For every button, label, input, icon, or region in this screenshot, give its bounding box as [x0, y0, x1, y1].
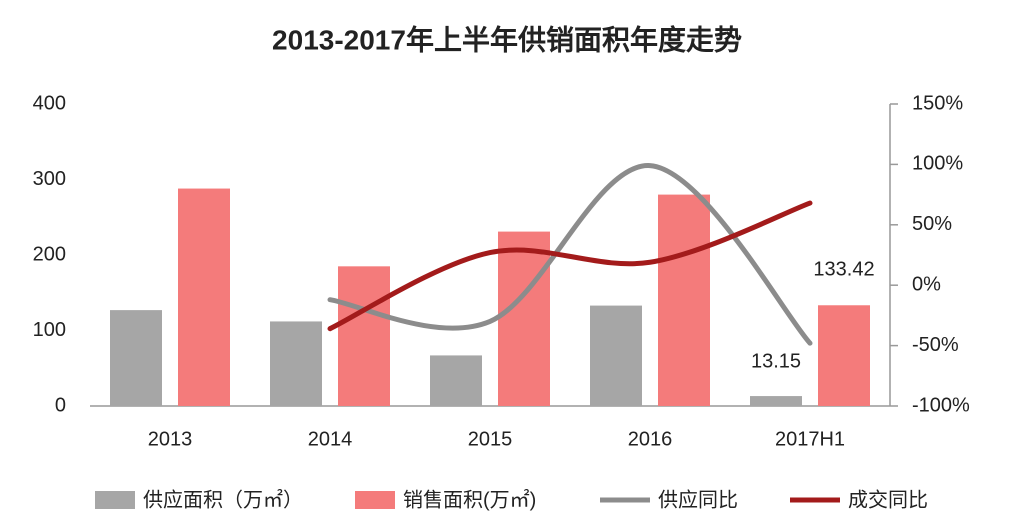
y-tick-label: 200	[33, 243, 66, 265]
y-tick-label: 0	[55, 394, 66, 416]
bar	[178, 188, 230, 406]
bar	[818, 305, 870, 406]
bar	[338, 266, 390, 406]
legend-label: 成交同比	[848, 488, 928, 511]
x-tick-label: 2016	[628, 428, 673, 450]
y2-tick-label: -50%	[912, 334, 959, 356]
bar	[270, 321, 322, 406]
bar	[658, 194, 710, 406]
data-label: 13.15	[751, 350, 801, 372]
bar	[750, 396, 802, 406]
y2-tick-label: 0%	[912, 273, 941, 295]
data-label: 133.42	[813, 258, 874, 280]
chart-title: 2013-2017年上半年供销面积年度走势	[272, 23, 742, 55]
y2-tick-label: 50%	[912, 213, 952, 235]
bar	[498, 231, 550, 406]
x-tick-label: 2013	[148, 428, 193, 450]
legend-swatch	[355, 491, 395, 509]
x-tick-label: 2015	[468, 428, 513, 450]
y2-tick-label: 100%	[912, 153, 963, 175]
line	[327, 163, 813, 346]
x-tick-label: 2017H1	[775, 428, 845, 450]
x-tick-label: 2014	[308, 428, 353, 450]
legend-label: 销售面积(万㎡)	[403, 487, 536, 511]
legend-label: 供应面积（万㎡）	[143, 487, 303, 511]
y2-tick-label: -100%	[912, 394, 970, 416]
bar	[590, 305, 642, 406]
bar	[110, 310, 162, 406]
y-tick-label: 100	[33, 319, 66, 341]
y-tick-label: 400	[33, 92, 66, 114]
line	[327, 200, 813, 332]
legend-swatch	[95, 491, 135, 509]
y-tick-label: 300	[33, 168, 66, 190]
legend-label: 供应同比	[658, 488, 738, 511]
y2-tick-label: 150%	[912, 92, 963, 114]
bar	[430, 355, 482, 406]
